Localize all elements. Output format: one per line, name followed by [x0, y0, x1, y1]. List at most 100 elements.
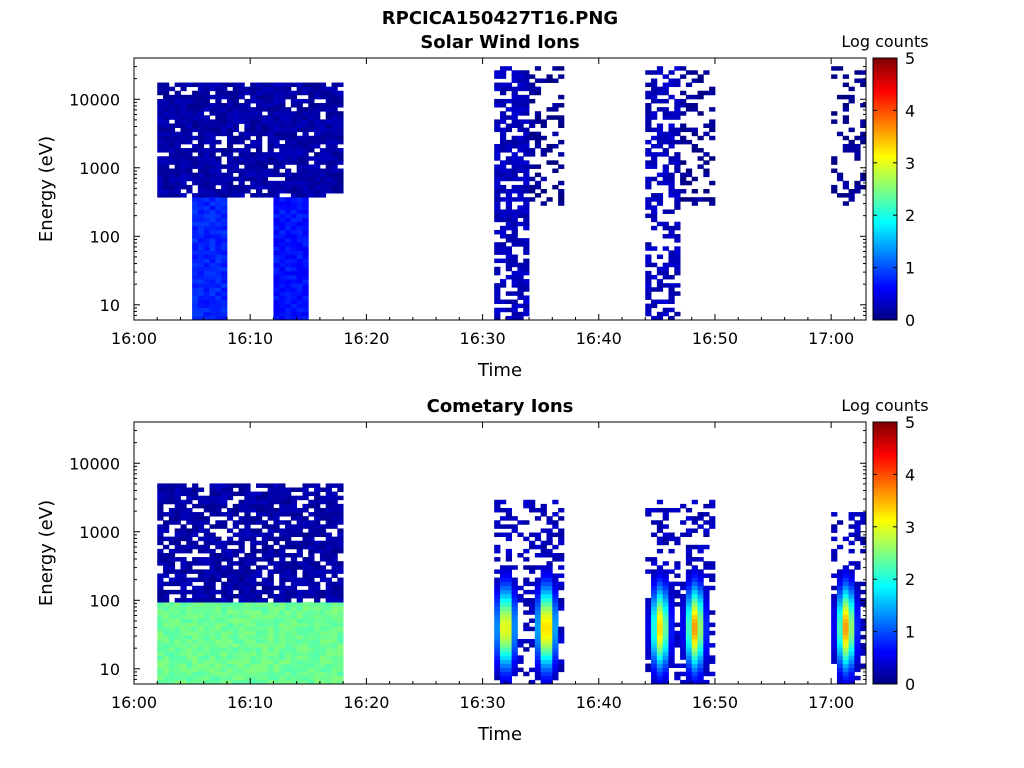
heatmap-cell	[197, 229, 205, 235]
heatmap-cell	[831, 548, 838, 554]
heatmap-cell	[273, 655, 280, 660]
heatmap-cell	[261, 160, 269, 165]
heatmap-cell	[314, 164, 321, 169]
x-axis-label: Time	[477, 724, 522, 745]
heatmap-cell	[244, 565, 251, 570]
heatmap-cell	[529, 618, 536, 623]
heatmap-cell	[836, 643, 844, 648]
heatmap-cell	[517, 262, 524, 268]
heatmap-cell	[331, 565, 338, 570]
heatmap-cell	[209, 131, 216, 137]
heatmap-cell	[505, 606, 513, 611]
heatmap-cell	[854, 663, 861, 669]
heatmap-cell	[226, 516, 234, 521]
heatmap-cell	[668, 172, 675, 178]
heatmap-cell	[168, 651, 176, 656]
heatmap-cell	[842, 193, 849, 198]
heatmap-cell	[325, 589, 332, 595]
heatmap-cell	[285, 172, 292, 178]
heatmap-cell	[203, 577, 210, 583]
heatmap-cell	[540, 659, 547, 664]
heatmap-cell	[836, 589, 844, 595]
heatmap-cell	[685, 589, 693, 595]
heatmap-cell	[256, 503, 263, 509]
heatmap-cell	[197, 156, 205, 161]
colorbar-segment	[873, 115, 897, 119]
heatmap-cell	[192, 651, 199, 656]
heatmap-cell	[500, 499, 507, 505]
heatmap-cell	[505, 168, 513, 174]
heatmap-cell	[331, 119, 338, 124]
heatmap-cell	[314, 655, 321, 660]
heatmap-cell	[168, 184, 176, 190]
heatmap-cell	[261, 172, 269, 178]
heatmap-cell	[163, 164, 170, 169]
heatmap-cell	[285, 225, 292, 231]
heatmap-cell	[296, 160, 303, 165]
heatmap-cell	[517, 135, 524, 141]
heatmap-cell	[203, 270, 210, 276]
heatmap-cell	[296, 495, 303, 501]
heatmap-cell	[685, 557, 693, 562]
heatmap-cell	[325, 536, 332, 542]
heatmap-cell	[500, 246, 507, 251]
heatmap-cell	[261, 164, 269, 169]
heatmap-cell	[645, 610, 652, 615]
heatmap-cell	[308, 107, 315, 112]
heatmap-cell	[285, 659, 292, 664]
heatmap-cell	[238, 598, 245, 603]
heatmap-cell	[261, 585, 269, 591]
heatmap-cell	[192, 487, 199, 492]
heatmap-cell	[848, 610, 855, 615]
heatmap-cell	[500, 532, 507, 538]
heatmap-cell	[296, 634, 303, 640]
colorbar-segment	[873, 500, 897, 504]
heatmap-cell	[337, 487, 344, 492]
heatmap-cell	[511, 258, 518, 264]
heatmap-cell	[250, 107, 257, 112]
heatmap-cell	[308, 503, 315, 509]
heatmap-cell	[256, 671, 263, 677]
heatmap-cell	[168, 553, 176, 558]
heatmap-cell	[203, 495, 210, 501]
heatmap-cell	[186, 569, 193, 574]
heatmap-cell	[238, 176, 245, 182]
heatmap-cell	[296, 246, 303, 251]
heatmap-cell	[186, 651, 193, 656]
heatmap-cell	[505, 593, 513, 599]
heatmap-cell	[163, 667, 170, 673]
heatmap-cell	[337, 532, 344, 538]
heatmap-cell	[319, 553, 327, 558]
heatmap-cell	[308, 189, 315, 194]
heatmap-cell	[221, 184, 228, 190]
heatmap-cell	[203, 614, 210, 619]
heatmap-cell	[279, 291, 286, 296]
heatmap-cell	[279, 610, 286, 615]
heatmap-cell	[244, 679, 251, 685]
heatmap-cell	[656, 131, 664, 137]
heatmap-cell	[662, 671, 669, 677]
heatmap-cell	[203, 315, 210, 321]
heatmap-cell	[337, 569, 344, 574]
heatmap-cell	[180, 651, 187, 656]
heatmap-cell	[505, 618, 513, 623]
heatmap-cell	[848, 193, 855, 198]
heatmap-cell	[163, 139, 170, 145]
heatmap-cell	[831, 528, 838, 533]
heatmap-cell	[511, 638, 518, 644]
heatmap-cell	[662, 107, 669, 112]
heatmap-cell	[267, 647, 274, 652]
heatmap-cell	[226, 528, 234, 533]
heatmap-cell	[174, 516, 181, 521]
heatmap-cell	[558, 565, 565, 570]
heatmap-cell	[558, 626, 565, 632]
heatmap-cell	[290, 193, 298, 198]
heatmap-cell	[279, 630, 286, 636]
heatmap-cell	[273, 193, 280, 198]
heatmap-cell	[697, 581, 704, 587]
heatmap-cell	[656, 270, 664, 276]
heatmap-cell	[261, 483, 269, 488]
heatmap-cell	[197, 279, 205, 284]
colorbar-segment	[873, 542, 897, 546]
heatmap-cell	[226, 176, 234, 182]
